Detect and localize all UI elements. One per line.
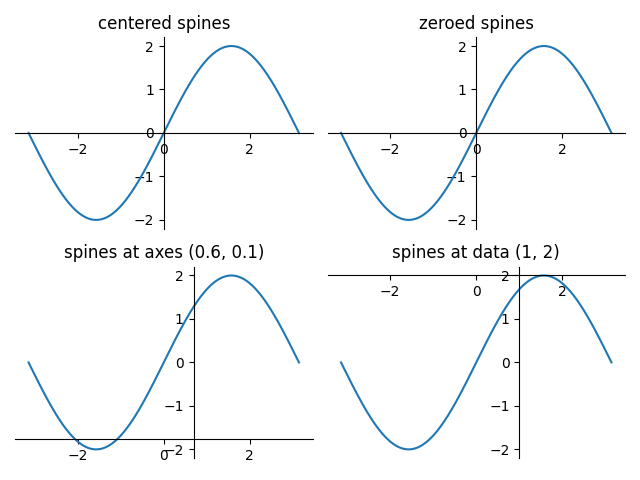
- Title: zeroed spines: zeroed spines: [419, 15, 534, 33]
- Title: spines at axes (0.6, 0.1): spines at axes (0.6, 0.1): [63, 244, 264, 263]
- Title: centered spines: centered spines: [97, 15, 230, 33]
- Title: spines at data (1, 2): spines at data (1, 2): [392, 244, 560, 263]
